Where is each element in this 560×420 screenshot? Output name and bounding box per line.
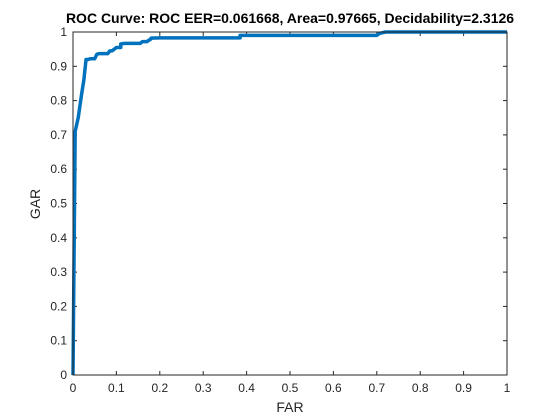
x-tick-label: 0 bbox=[70, 381, 77, 395]
y-tick-label: 0.5 bbox=[50, 197, 67, 211]
x-tick-label: 0.8 bbox=[412, 381, 429, 395]
x-tick-label: 0.6 bbox=[325, 381, 342, 395]
x-axis-label: FAR bbox=[276, 399, 303, 415]
y-axis-label: GAR bbox=[27, 189, 43, 219]
x-tick-label: 1 bbox=[504, 381, 511, 395]
y-tick-label: 0.1 bbox=[50, 334, 67, 348]
chart-title: ROC Curve: ROC EER=0.061668, Area=0.9766… bbox=[66, 10, 514, 26]
x-tick-label: 0.9 bbox=[455, 381, 472, 395]
y-tick-label: 0.7 bbox=[50, 128, 67, 142]
series-layer bbox=[71, 30, 507, 376]
y-tick-label: 0.9 bbox=[50, 59, 67, 73]
tick-labels-layer: 0 0.1 0.2 0.3 0.4 0.5 0.6 0.7 0.8 0.9 1 0 0.1 0.2 0.3 0… bbox=[50, 25, 510, 395]
y-tick-label: 0.4 bbox=[50, 231, 67, 245]
x-tick-label: 0.2 bbox=[151, 381, 168, 395]
y-tick-label: 1 bbox=[60, 25, 67, 39]
x-tick-label: 0.1 bbox=[108, 381, 125, 395]
plot-area bbox=[73, 32, 507, 375]
x-tick-label: 0.5 bbox=[282, 381, 299, 395]
y-tick-label: 0.3 bbox=[50, 265, 67, 279]
y-tick-label: 0 bbox=[60, 368, 67, 382]
x-tick-label: 0.4 bbox=[238, 381, 255, 395]
y-tick-label: 0.8 bbox=[50, 94, 67, 108]
y-tick-label: 0.2 bbox=[50, 299, 67, 313]
roc-series-line bbox=[71, 30, 507, 376]
axes-box bbox=[72, 31, 508, 376]
x-tick-label: 0.7 bbox=[368, 381, 385, 395]
y-tick-label: 0.6 bbox=[50, 162, 67, 176]
x-tick-label: 0.3 bbox=[195, 381, 212, 395]
